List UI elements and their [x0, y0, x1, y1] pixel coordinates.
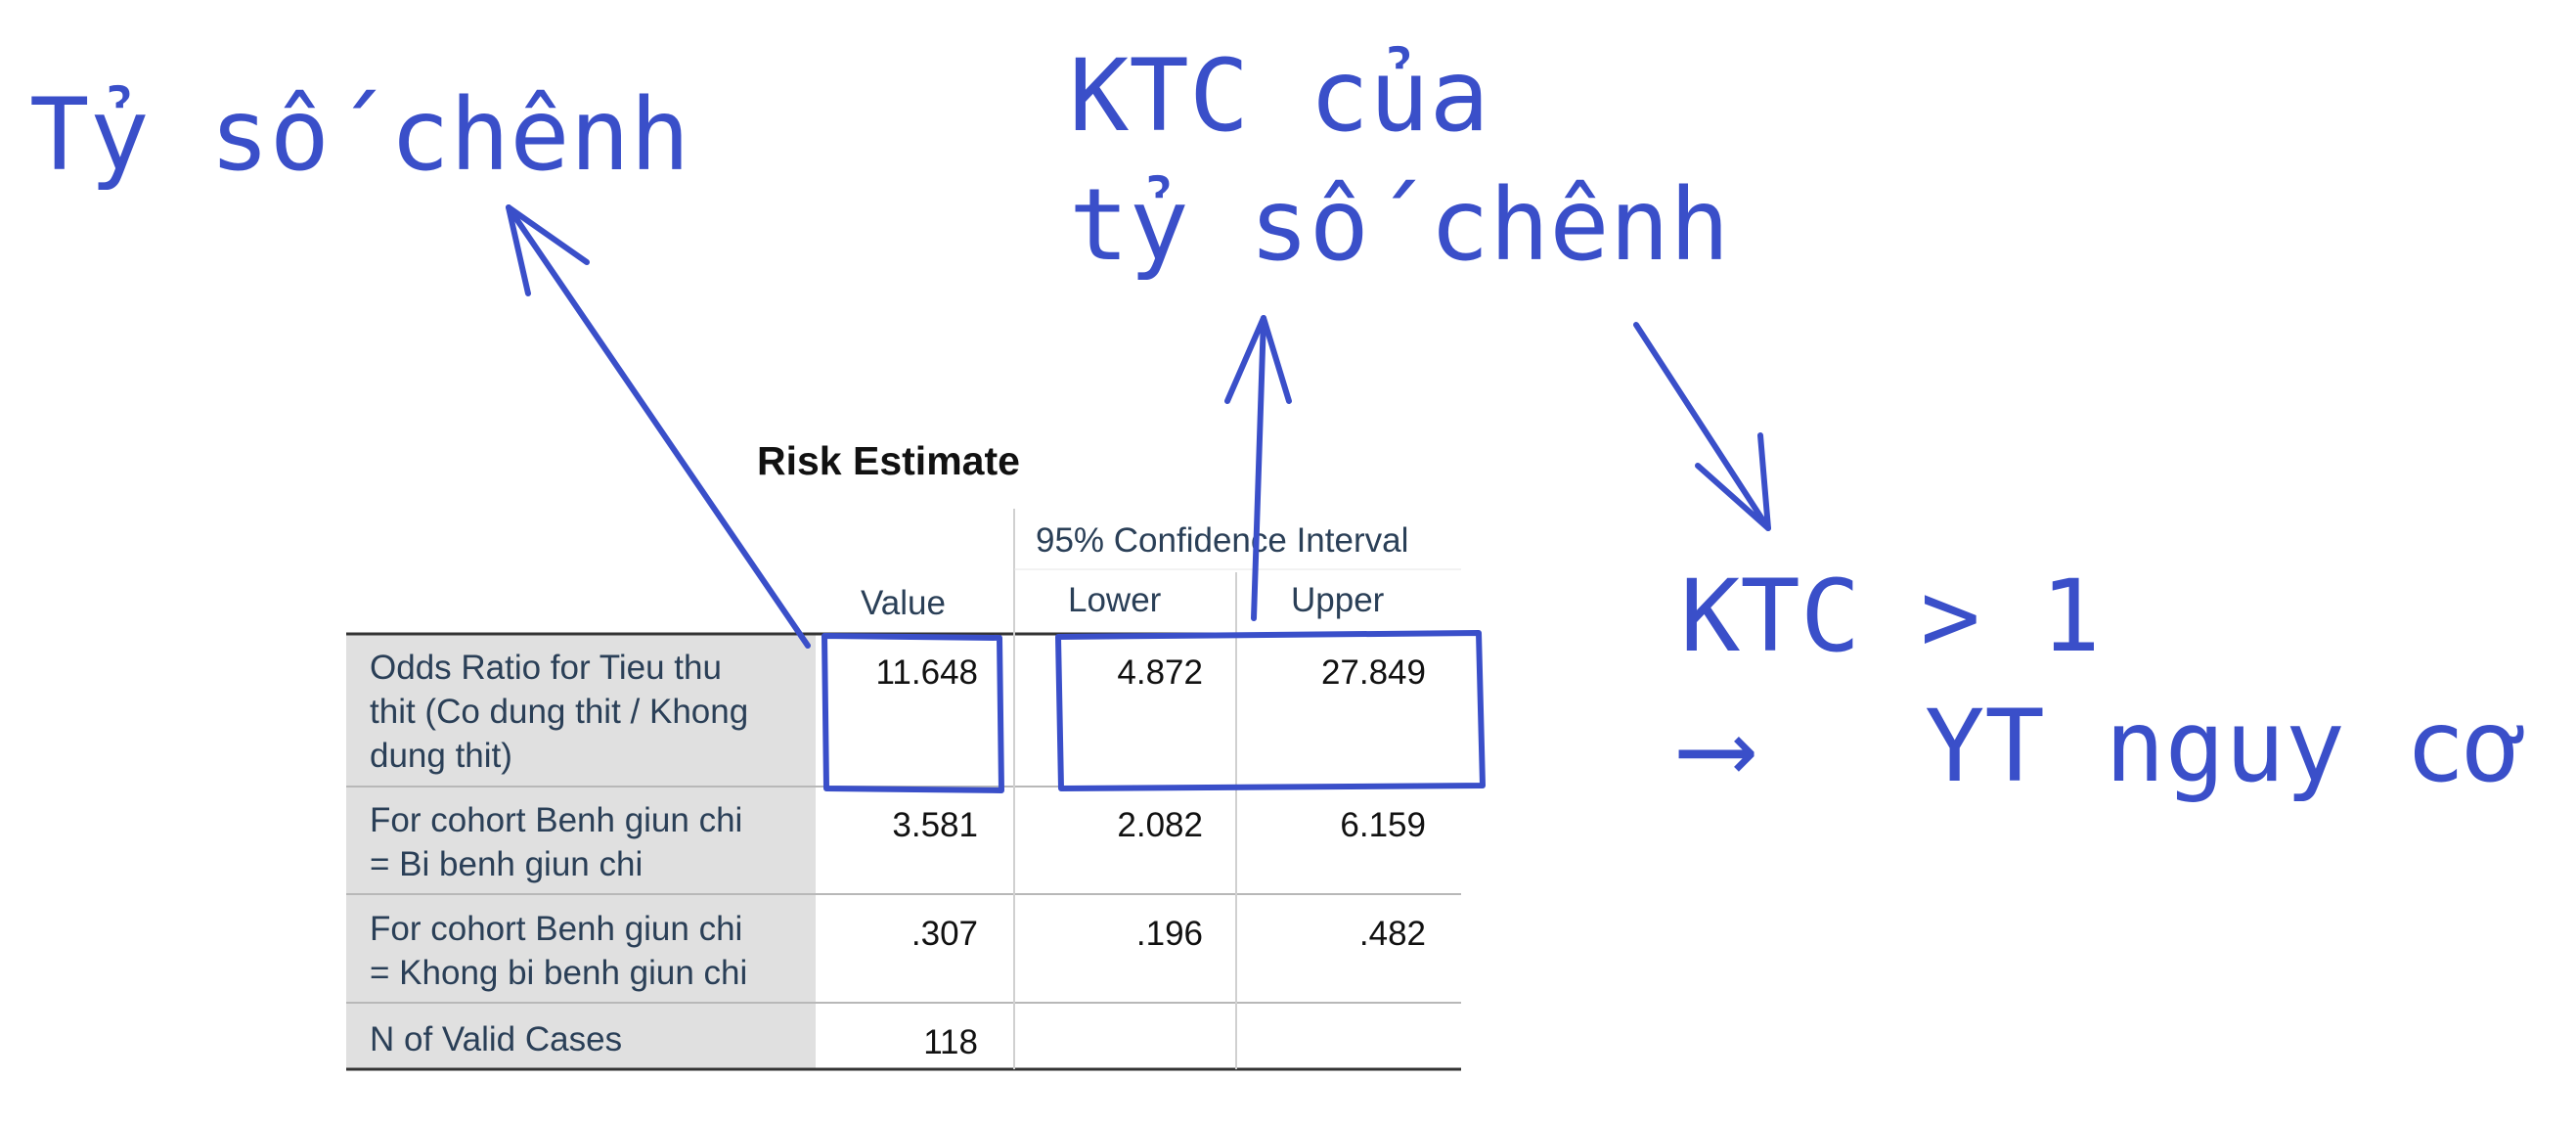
annotation-conclusion-line1: KTC > 1	[1680, 559, 2101, 675]
column-header-value: Value	[861, 584, 946, 622]
arrow-to-ci-label	[1251, 315, 1266, 621]
annotation-odds-ratio: Tỷ số chênh	[29, 77, 690, 194]
annotation-ci-line1: KTC của	[1069, 38, 1489, 155]
cell-value: 3.581	[892, 806, 978, 844]
cell-value: 118	[923, 1023, 978, 1061]
cell-upper: .482	[1358, 915, 1426, 953]
row-header-background	[346, 634, 816, 1069]
highlight-box-value	[822, 633, 1004, 793]
annotation-conclusion-line2: YT nguy cơ	[1925, 689, 2526, 805]
arrow-to-conclusion	[1633, 322, 1771, 531]
cell-value: .307	[910, 915, 978, 953]
column-header-upper: Upper	[1291, 581, 1385, 619]
arrow-head-icon	[1224, 315, 1292, 404]
row-label-odds-ratio: Odds Ratio for Tieu thu thit (Co dung th…	[370, 649, 749, 775]
cell-lower: .196	[1135, 915, 1203, 953]
highlight-box-ci	[1055, 630, 1486, 791]
column-header-lower: Lower	[1068, 581, 1162, 619]
table-title: Risk Estimate	[757, 438, 1020, 483]
cell-lower: 4.872	[1117, 653, 1203, 692]
row-label-cohort-bi: For cohort Benh giun chi = Bi benh giun …	[370, 801, 743, 883]
cell-upper: 27.849	[1320, 653, 1426, 692]
arrow-right-icon: ⟶	[1684, 684, 1750, 809]
cell-value: 11.648	[875, 653, 978, 692]
annotation-ci-line2: tỷ số chênh	[1069, 167, 1730, 284]
cell-lower: 2.082	[1117, 806, 1203, 844]
arrow-to-odds-label	[506, 204, 811, 649]
arrow-head-icon	[1695, 432, 1771, 531]
row-label-valid-cases: N of Valid Cases	[370, 1020, 623, 1058]
arrow-head-icon	[506, 204, 590, 296]
ci-header: 95% Confidence Interval	[1036, 521, 1409, 560]
row-label-cohort-khong: For cohort Benh giun chi = Khong bi benh…	[370, 910, 748, 992]
cell-upper: 6.159	[1340, 806, 1426, 844]
